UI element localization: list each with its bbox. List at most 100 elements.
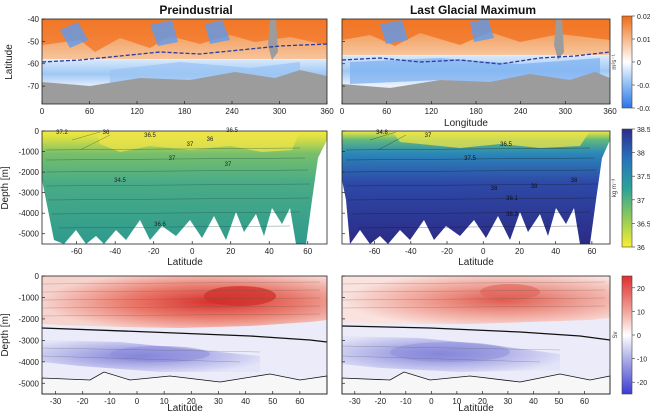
contour-label: 36 xyxy=(207,137,214,143)
contour-label: 38 xyxy=(571,178,578,184)
x-tick-label: 10 xyxy=(452,397,461,406)
map-axes: 0 60 120 180 240 300 360 -40 -50 -60 -70 0 60 120 180 2… xyxy=(27,15,617,116)
y-tick-label: -60 xyxy=(27,60,39,69)
x-tick-label: 30 xyxy=(214,397,223,406)
x-tick-label: 60 xyxy=(303,247,312,256)
map-panel-lgm xyxy=(341,18,611,105)
x-tick-label: 50 xyxy=(554,397,563,406)
x-tick-label: 240 xyxy=(514,107,528,116)
x-tick-label: -10 xyxy=(400,397,412,406)
x-tick-label: 60 xyxy=(382,107,391,116)
section-panel-preindustrial xyxy=(41,130,328,245)
y-tick-label: -3000 xyxy=(19,189,40,198)
x-tick-label: 0 xyxy=(481,247,486,256)
colorbar-tick-label: 38 xyxy=(637,151,645,158)
y-tick-label: -5000 xyxy=(19,379,40,388)
x-tick-label: 40 xyxy=(265,247,274,256)
x-tick-label: 60 xyxy=(85,107,94,116)
x-tick-label: 360 xyxy=(320,107,334,116)
moc-xlabel-left: Latitude xyxy=(167,403,203,414)
contour-label: 37.5 xyxy=(464,156,476,162)
contour-label: 37 xyxy=(425,133,432,139)
section-contour-labels: 37.2 36 36.5 37 37 36.5 36 37 34.5 36.6 34.8 37 37.5… xyxy=(56,128,578,228)
moc-xlabel-right: Latitude xyxy=(458,403,494,414)
x-tick-label: 20 xyxy=(226,247,235,256)
map-ylabel: Latitude xyxy=(4,44,15,80)
x-tick-label: 0 xyxy=(190,247,195,256)
x-tick-label: -20 xyxy=(77,397,89,406)
x-tick-label: 10 xyxy=(160,397,169,406)
x-tick-label: 20 xyxy=(187,397,196,406)
x-tick-label: -20 xyxy=(148,247,160,256)
x-tick-label: 20 xyxy=(515,247,524,256)
y-tick-label: -4000 xyxy=(19,209,40,218)
colorbar-density xyxy=(621,128,633,248)
contour-label: 38 xyxy=(491,186,498,192)
colorbar-tick-label: -0.01 xyxy=(637,83,650,90)
colorbar-tick-label: 20 xyxy=(637,286,645,293)
x-tick-label: -40 xyxy=(405,247,417,256)
contour-label: 37 xyxy=(169,156,176,162)
x-tick-label: -40 xyxy=(109,247,121,256)
contour-label: 37 xyxy=(187,142,194,148)
x-tick-label: 30 xyxy=(503,397,512,406)
x-tick-label: 20 xyxy=(478,397,487,406)
moc-panel-lgm xyxy=(341,275,611,395)
x-tick-label: 60 xyxy=(587,247,596,256)
x-tick-label: 50 xyxy=(268,397,277,406)
colorbar-tick-label: 10 xyxy=(637,309,645,316)
y-tick-label: -1000 xyxy=(19,293,40,302)
title-preindustrial: Preindustrial xyxy=(159,3,232,17)
x-tick-label: 300 xyxy=(559,107,573,116)
y-tick-label: -2000 xyxy=(19,315,40,324)
colorbar-flux xyxy=(621,15,633,109)
contour-label: 37.2 xyxy=(56,130,68,136)
x-tick-label: -60 xyxy=(369,247,381,256)
colorbar-tick-label: 38.5 xyxy=(637,127,650,134)
section-panel-lgm xyxy=(341,130,611,245)
section-xlabel-left: Latitude xyxy=(167,257,203,268)
y-tick-label: -3000 xyxy=(19,336,40,345)
contour-label: 36.5 xyxy=(226,128,238,134)
colorbar-tick-label: -0.02 xyxy=(637,106,650,113)
contour-label: 36.5 xyxy=(144,133,156,139)
y-tick-label: -50 xyxy=(27,37,39,46)
colorbar-tick-label: 0.02 xyxy=(637,14,650,21)
colorbar-moc-unit: Sv xyxy=(613,331,619,338)
x-tick-label: 0 xyxy=(340,107,345,116)
colorbar-tick-label: 0 xyxy=(637,333,641,340)
moc-axes: -30 -20 -10 0 10 20 30 40 50 60 0 -1000 -2000 -3000 -4… xyxy=(19,272,590,406)
x-tick-label: 40 xyxy=(529,397,538,406)
x-tick-label: -30 xyxy=(349,397,361,406)
x-tick-label: 120 xyxy=(425,107,439,116)
x-tick-label: 360 xyxy=(603,107,617,116)
contour-label: 38 xyxy=(531,184,538,190)
x-tick-label: 0 xyxy=(429,397,434,406)
colorbar-density-ticks: 38.5 38 37.5 37 36.5 36 xyxy=(632,127,650,252)
polar-front-line-right xyxy=(341,51,611,65)
x-tick-label: 40 xyxy=(241,397,250,406)
colorbar-moc-ticks: 20 10 0 -10 -20 xyxy=(632,286,647,387)
y-tick-label: -4000 xyxy=(19,358,40,367)
contour-label: 38.1 xyxy=(506,196,518,202)
colorbar-tick-label: -20 xyxy=(637,380,647,387)
colorbar-flux-unit: m²s⁻¹ xyxy=(612,54,618,69)
map-panel-preindustrial xyxy=(41,18,328,105)
x-tick-label: -20 xyxy=(375,397,387,406)
contour-label: 36 xyxy=(103,130,110,136)
y-tick-label: -70 xyxy=(27,82,39,91)
moc-ylabel: Depth [m] xyxy=(0,313,11,357)
contour-label: 34.5 xyxy=(114,178,126,184)
section-axes: -60 -40 -20 0 20 40 60 0 -1000 -2000 -3000 -4000 -50… xyxy=(19,127,597,256)
x-tick-label: 240 xyxy=(225,107,239,116)
contour-label: 38.3 xyxy=(506,212,518,218)
colorbar-tick-label: 37.5 xyxy=(637,174,650,181)
x-tick-label: 60 xyxy=(295,397,304,406)
x-tick-label: 180 xyxy=(178,107,192,116)
moc-panel-preindustrial xyxy=(41,275,328,395)
contour-label: 36.6 xyxy=(154,222,166,228)
x-tick-label: 120 xyxy=(130,107,144,116)
x-tick-label: 180 xyxy=(469,107,483,116)
contour-label: 36.5 xyxy=(500,142,512,148)
